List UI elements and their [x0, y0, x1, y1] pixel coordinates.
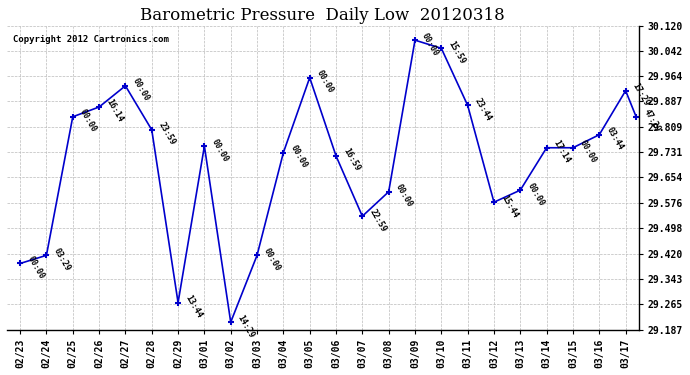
Text: 03:44: 03:44: [604, 126, 624, 152]
Text: 00:00: 00:00: [578, 139, 598, 165]
Text: 15:44: 15:44: [499, 193, 520, 219]
Text: 13:44: 13:44: [184, 294, 204, 320]
Text: 14:29: 14:29: [236, 313, 256, 339]
Text: 47:29: 47:29: [642, 108, 662, 134]
Text: 00:00: 00:00: [210, 137, 230, 163]
Text: 00:00: 00:00: [130, 77, 151, 103]
Text: 00:00: 00:00: [288, 144, 309, 170]
Text: 00:00: 00:00: [315, 69, 335, 95]
Title: Barometric Pressure  Daily Low  20120318: Barometric Pressure Daily Low 20120318: [141, 7, 505, 24]
Text: 15:59: 15:59: [446, 39, 467, 65]
Text: 00:00: 00:00: [420, 31, 440, 57]
Text: Copyright 2012 Cartronics.com: Copyright 2012 Cartronics.com: [13, 34, 169, 44]
Text: 23:44: 23:44: [473, 96, 493, 123]
Text: 00:00: 00:00: [262, 246, 282, 272]
Text: 17:29: 17:29: [631, 82, 651, 108]
Text: 23:59: 23:59: [157, 121, 177, 147]
Text: 00:00: 00:00: [394, 183, 414, 209]
Text: 03:29: 03:29: [52, 246, 72, 272]
Text: 00:00: 00:00: [26, 254, 46, 280]
Text: 00:00: 00:00: [78, 108, 98, 134]
Text: 22:59: 22:59: [368, 207, 388, 233]
Text: 00:00: 00:00: [526, 181, 546, 207]
Text: 17:14: 17:14: [552, 139, 572, 165]
Text: 16:59: 16:59: [342, 147, 362, 173]
Text: 16:14: 16:14: [104, 98, 125, 124]
